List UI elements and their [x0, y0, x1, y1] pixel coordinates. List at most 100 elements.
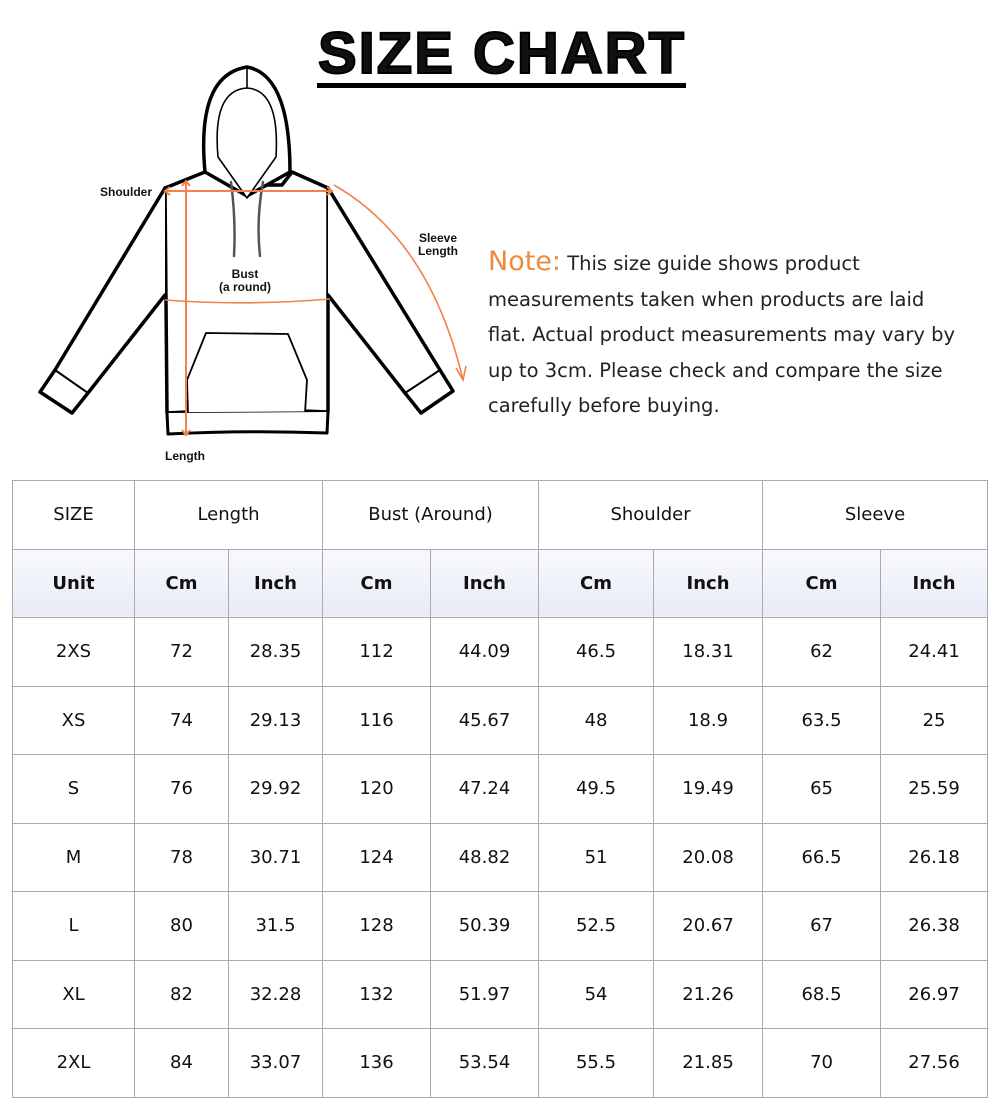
- value-cell: 33.07: [228, 1028, 323, 1098]
- value-cell: 84: [134, 1028, 229, 1098]
- value-cell: 65: [762, 754, 882, 824]
- value-cell: 82: [134, 959, 229, 1029]
- unit-row: Unit Cm Inch Cm Inch Cm Inch Cm Inch: [12, 548, 989, 618]
- value-cell: 74: [134, 685, 229, 755]
- value-cell: 66.5: [762, 822, 882, 892]
- value-cell: 136: [322, 1028, 431, 1098]
- value-cell: 53.54: [429, 1028, 540, 1098]
- table-row: L 80 31.5 128 50.39 52.5 20.67 67 26.38: [12, 891, 989, 961]
- hoodie-diagram: Shoulder Sleeve Length Bust (a round) Le…: [0, 50, 500, 470]
- sleeve-length-label: Sleeve Length: [405, 232, 471, 258]
- note-heading: Note:: [488, 246, 562, 277]
- value-cell: 70: [762, 1028, 882, 1098]
- value-cell: 44.09: [429, 617, 540, 687]
- value-cell: 31.5: [228, 891, 323, 961]
- unit-cell: Cm: [538, 548, 655, 618]
- table-row: 2XS 72 28.35 112 44.09 46.5 18.31 62 24.41: [12, 617, 989, 687]
- header-cell: Length: [134, 480, 323, 550]
- unit-cell: Inch: [228, 548, 323, 618]
- value-cell: 26.38: [880, 891, 989, 961]
- value-cell: 116: [322, 685, 431, 755]
- size-cell: L: [12, 891, 135, 961]
- table-row: XS 74 29.13 116 45.67 48 18.9 63.5 25: [12, 685, 989, 755]
- value-cell: 19.49: [653, 754, 764, 824]
- unit-cell: Cm: [762, 548, 882, 618]
- value-cell: 29.13: [228, 685, 323, 755]
- header-cell: SIZE: [12, 480, 135, 550]
- table-row: XL 82 32.28 132 51.97 54 21.26 68.5 26.97: [12, 959, 989, 1029]
- value-cell: 67: [762, 891, 882, 961]
- value-cell: 62: [762, 617, 882, 687]
- value-cell: 132: [322, 959, 431, 1029]
- value-cell: 80: [134, 891, 229, 961]
- sleeve-label-line1: Sleeve: [418, 231, 458, 245]
- value-cell: 49.5: [538, 754, 655, 824]
- value-cell: 25: [880, 685, 989, 755]
- value-cell: 28.35: [228, 617, 323, 687]
- value-cell: 29.92: [228, 754, 323, 824]
- value-cell: 48: [538, 685, 655, 755]
- value-cell: 48.82: [429, 822, 540, 892]
- value-cell: 68.5: [762, 959, 882, 1029]
- table-row: 2XL 84 33.07 136 53.54 55.5 21.85 70 27.56: [12, 1028, 989, 1098]
- bust-label-line2: (a round): [219, 280, 271, 294]
- unit-cell: Cm: [322, 548, 431, 618]
- value-cell: 120: [322, 754, 431, 824]
- value-cell: 18.9: [653, 685, 764, 755]
- unit-cell: Inch: [429, 548, 540, 618]
- shoulder-label: Shoulder: [99, 185, 152, 199]
- value-cell: 128: [322, 891, 431, 961]
- value-cell: 32.28: [228, 959, 323, 1029]
- size-cell: 2XS: [12, 617, 135, 687]
- value-cell: 78: [134, 822, 229, 892]
- value-cell: 55.5: [538, 1028, 655, 1098]
- header-cell: Shoulder: [538, 480, 764, 550]
- size-cell: 2XL: [12, 1028, 135, 1098]
- bust-label-line1: Bust: [231, 267, 259, 281]
- value-cell: 52.5: [538, 891, 655, 961]
- hoodie-illustration: [38, 65, 467, 437]
- unit-cell: Inch: [653, 548, 764, 618]
- value-cell: 63.5: [762, 685, 882, 755]
- header-cell: Sleeve: [762, 480, 989, 550]
- note-text: This size guide shows product measuremen…: [488, 252, 956, 417]
- header-row: SIZE Length Bust (Around) Shoulder Sleev…: [12, 480, 989, 550]
- value-cell: 51.97: [429, 959, 540, 1029]
- value-cell: 24.41: [880, 617, 989, 687]
- value-cell: 46.5: [538, 617, 655, 687]
- page-title: SIZE CHART: [317, 21, 686, 87]
- value-cell: 20.08: [653, 822, 764, 892]
- sleeve-label-line2: Length: [418, 244, 458, 258]
- table-row: M 78 30.71 124 48.82 51 20.08 66.5 26.18: [12, 822, 989, 892]
- value-cell: 76: [134, 754, 229, 824]
- title-underline: [317, 83, 686, 88]
- size-cell: M: [12, 822, 135, 892]
- value-cell: 27.56: [880, 1028, 989, 1098]
- table-row: S 76 29.92 120 47.24 49.5 19.49 65 25.59: [12, 754, 989, 824]
- header-cell: Bust (Around): [321, 480, 540, 550]
- size-cell: XS: [12, 685, 135, 755]
- size-table: SIZE Length Bust (Around) Shoulder Sleev…: [12, 480, 989, 1098]
- value-cell: 21.85: [653, 1028, 764, 1098]
- value-cell: 20.67: [653, 891, 764, 961]
- value-cell: 72: [134, 617, 229, 687]
- unit-cell: Inch: [880, 548, 989, 618]
- value-cell: 21.26: [653, 959, 764, 1029]
- value-cell: 26.97: [880, 959, 989, 1029]
- value-cell: 45.67: [429, 685, 540, 755]
- value-cell: 112: [322, 617, 431, 687]
- value-cell: 47.24: [429, 754, 540, 824]
- value-cell: 124: [322, 822, 431, 892]
- size-cell: S: [12, 754, 135, 824]
- value-cell: 25.59: [880, 754, 989, 824]
- value-cell: 30.71: [228, 822, 323, 892]
- value-cell: 54: [538, 959, 655, 1029]
- value-cell: 51: [538, 822, 655, 892]
- value-cell: 18.31: [653, 617, 764, 687]
- size-cell: XL: [12, 959, 135, 1029]
- note-block: Note: This size guide shows product meas…: [488, 244, 958, 424]
- value-cell: 26.18: [880, 822, 989, 892]
- bust-label: Bust (a round): [205, 268, 285, 294]
- value-cell: 50.39: [429, 891, 540, 961]
- unit-cell: Unit: [12, 548, 135, 618]
